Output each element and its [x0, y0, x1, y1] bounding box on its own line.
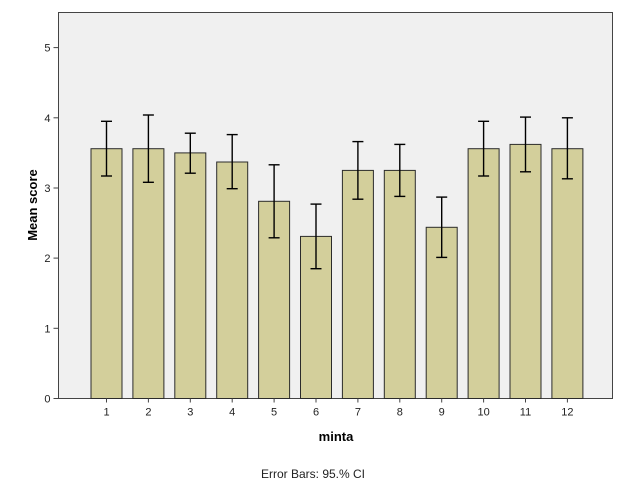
y-axis: 0 1 2 3 4 5 [44, 43, 59, 406]
error-bars-note: Error Bars: 95.% CI [261, 467, 365, 481]
error-bars-layer [101, 114, 573, 270]
x-tick-label-11: 11 [520, 407, 531, 419]
x-tick-label-2: 2 [145, 407, 151, 419]
error-bar-6 [310, 203, 322, 270]
y-tick-label-1: 1 [44, 323, 50, 335]
x-axis: 1 2 3 4 5 6 7 8 9 10 11 12 [103, 398, 574, 419]
error-bar-1 [101, 120, 112, 177]
x-tick-label-8: 8 [397, 407, 403, 419]
error-bar-11 [520, 116, 531, 173]
bar-11 [509, 143, 542, 399]
x-tick-label-1: 1 [103, 407, 109, 419]
bar-4 [216, 161, 249, 399]
error-bar-8 [394, 143, 406, 198]
bar-10 [467, 148, 500, 399]
x-tick-label-3: 3 [187, 407, 193, 419]
x-tick-label-5: 5 [271, 407, 277, 419]
y-tick-label-3: 3 [44, 183, 50, 195]
error-bar-5 [268, 164, 280, 239]
y-tick-label-4: 4 [44, 113, 50, 125]
y-axis-title: Mean score [25, 169, 40, 241]
bar-1 [90, 148, 123, 399]
error-bar-4 [226, 133, 238, 190]
x-axis-title: minta [319, 429, 354, 444]
y-tick-label-2: 2 [44, 253, 50, 265]
error-bar-2 [142, 114, 154, 184]
x-tick-label-4: 4 [229, 407, 235, 419]
y-tick-label-0: 0 [44, 394, 50, 406]
bar-7 [341, 169, 374, 399]
x-tick-label-7: 7 [355, 407, 361, 419]
x-tick-label-6: 6 [313, 407, 319, 419]
error-bar-9 [436, 196, 448, 259]
error-bar-10 [478, 120, 490, 177]
error-bar-12 [561, 117, 573, 180]
error-bar-3 [184, 132, 196, 174]
bar-8 [383, 169, 416, 399]
x-tick-label-9: 9 [439, 407, 445, 419]
bar-2 [132, 148, 165, 399]
error-bar-7 [352, 140, 364, 200]
y-tick-label-5: 5 [44, 43, 50, 55]
x-tick-label-12: 12 [561, 407, 573, 419]
x-tick-label-10: 10 [477, 407, 489, 419]
bar-3 [174, 152, 207, 399]
bar-12 [551, 148, 584, 399]
